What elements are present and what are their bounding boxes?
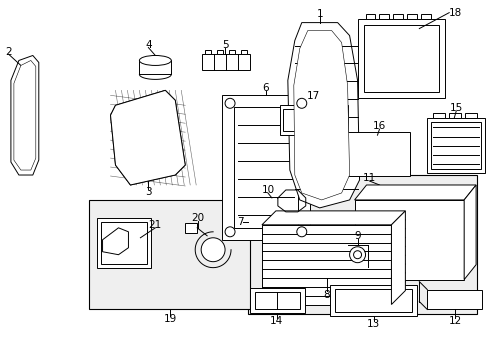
Text: 18: 18: [447, 8, 461, 18]
Polygon shape: [110, 90, 185, 185]
Polygon shape: [110, 90, 185, 185]
Polygon shape: [11, 55, 39, 175]
Bar: [379, 14, 388, 19]
Bar: [354, 200, 463, 280]
Text: 2: 2: [5, 48, 12, 58]
Bar: [329, 285, 416, 316]
Bar: [205, 50, 211, 54]
Bar: [349, 135, 407, 173]
Circle shape: [201, 238, 224, 262]
Bar: [139, 60, 171, 75]
Bar: [222, 95, 309, 240]
Text: 1: 1: [316, 9, 323, 19]
Bar: [247, 175, 476, 315]
Bar: [464, 113, 476, 118]
Bar: [228, 50, 235, 54]
Polygon shape: [287, 23, 359, 208]
Bar: [262, 225, 390, 305]
Bar: [393, 14, 403, 19]
Bar: [202, 54, 249, 71]
Bar: [407, 14, 416, 19]
Bar: [185, 223, 197, 233]
Text: 13: 13: [366, 319, 379, 329]
Bar: [357, 19, 444, 98]
Bar: [254, 292, 299, 310]
Text: 6: 6: [262, 84, 269, 93]
Bar: [427, 118, 484, 173]
Bar: [430, 122, 480, 169]
Text: 17: 17: [306, 91, 320, 101]
Bar: [334, 289, 411, 312]
Text: 16: 16: [372, 121, 386, 131]
Text: 7: 7: [236, 217, 243, 227]
Bar: [96, 218, 151, 268]
Bar: [346, 132, 409, 176]
Bar: [249, 288, 304, 314]
Bar: [363, 24, 438, 92]
Bar: [88, 200, 249, 310]
Circle shape: [224, 227, 235, 237]
Bar: [101, 222, 147, 264]
Circle shape: [349, 247, 365, 263]
Bar: [432, 113, 444, 118]
Text: 4: 4: [145, 40, 151, 50]
Text: 10: 10: [261, 185, 274, 195]
Bar: [448, 113, 460, 118]
Text: 11: 11: [362, 173, 375, 183]
Text: 14: 14: [270, 316, 283, 327]
Text: 15: 15: [448, 103, 462, 113]
Bar: [421, 14, 430, 19]
Text: 5: 5: [222, 40, 228, 50]
Bar: [279, 105, 347, 135]
Polygon shape: [354, 185, 475, 200]
Text: 9: 9: [353, 231, 360, 241]
Bar: [217, 50, 223, 54]
Bar: [234, 107, 297, 228]
Polygon shape: [293, 31, 349, 200]
Bar: [282, 109, 344, 131]
Text: 20: 20: [191, 213, 204, 223]
Text: 3: 3: [145, 187, 151, 197]
Polygon shape: [262, 211, 405, 225]
Circle shape: [296, 227, 306, 237]
Circle shape: [353, 251, 361, 259]
Text: 19: 19: [163, 314, 177, 324]
Ellipse shape: [139, 55, 171, 66]
Bar: [427, 289, 481, 310]
Polygon shape: [390, 211, 405, 305]
Circle shape: [296, 98, 306, 108]
Circle shape: [224, 98, 235, 108]
Polygon shape: [14, 60, 36, 170]
Polygon shape: [463, 185, 475, 280]
Polygon shape: [102, 228, 128, 255]
Bar: [241, 50, 246, 54]
Text: 21: 21: [148, 220, 162, 230]
Text: 12: 12: [447, 316, 461, 327]
Bar: [365, 14, 375, 19]
Text: 8: 8: [323, 289, 329, 300]
